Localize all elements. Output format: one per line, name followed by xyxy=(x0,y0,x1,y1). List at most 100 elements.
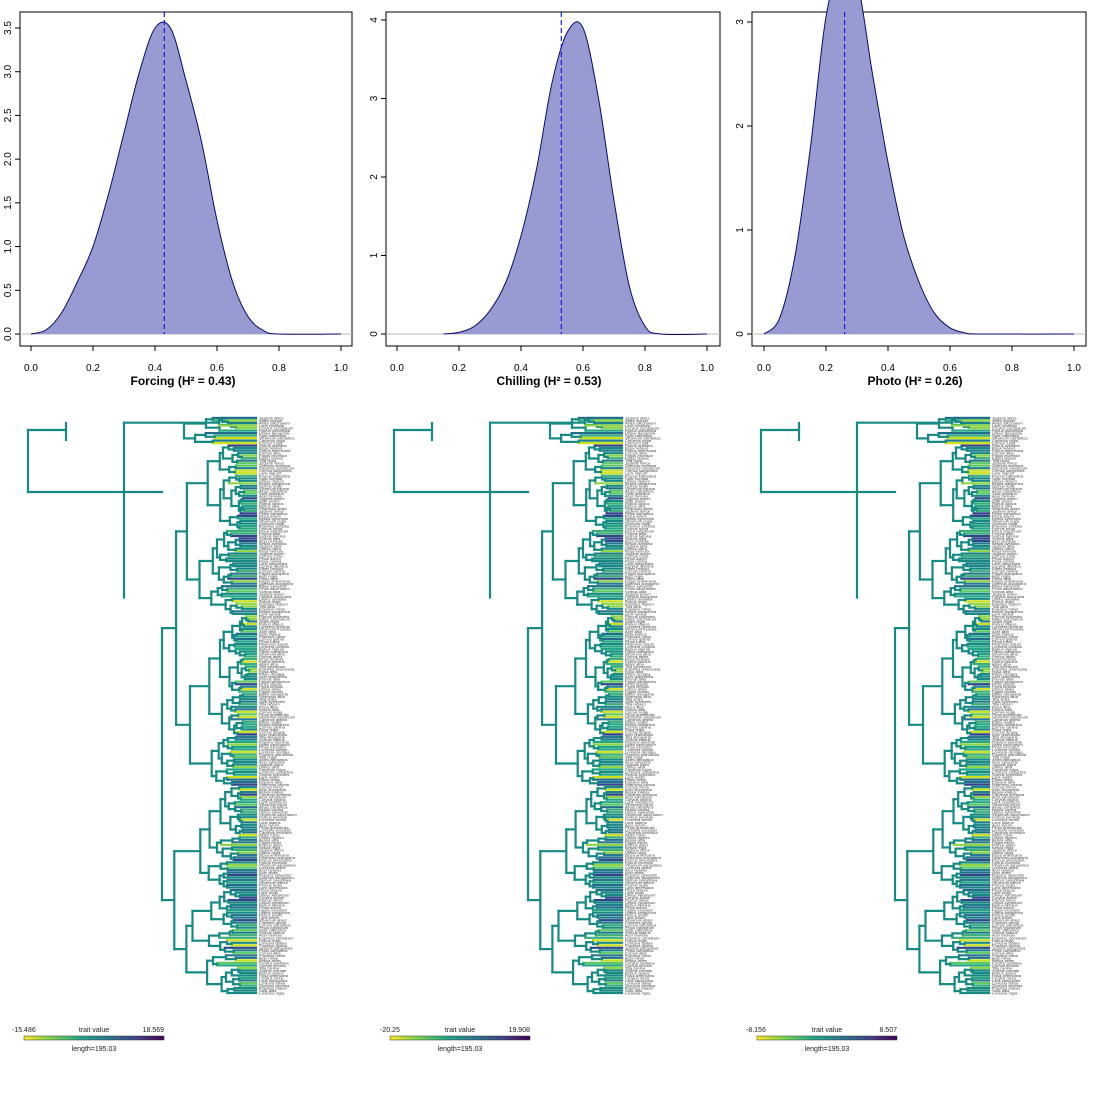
tip-label: Tilia aucuparia xyxy=(625,734,652,739)
tip-label: Pinus rubra xyxy=(992,639,1013,644)
tip-label: Rubus alba xyxy=(992,707,1013,712)
tip-label: Ribes betulus xyxy=(259,566,283,571)
tip-label: Sorbus idaeus xyxy=(625,737,651,742)
tip-label: Fraxinus avium xyxy=(259,920,287,925)
tip-label: Fraxinus xylosteum xyxy=(992,935,1027,940)
density-panel-photo: 0.0 0.2 0.4 0.6 0.8 1.0 0 1 2 3 xyxy=(735,0,1087,374)
tip-label: Salix avium xyxy=(259,498,280,503)
x-tick-label: 0.4 xyxy=(881,363,895,374)
tip-label: Lonicera cordata xyxy=(992,644,1023,649)
tip-label: Lonicera avium xyxy=(992,817,1020,822)
tip-label: Ribes alba xyxy=(625,576,645,581)
tip-label: Acer minor xyxy=(259,955,279,960)
tip-label: Corylus opulus xyxy=(259,797,285,802)
tip-label: Ulmus sanguinea xyxy=(992,910,1024,915)
tip-label: Salix cathartica xyxy=(259,928,287,933)
x-tick-label: 1.0 xyxy=(334,363,348,374)
tip-label: Ribes sylvestris xyxy=(259,584,287,589)
tip-label: Lonicera pendula xyxy=(992,624,1023,629)
tip-label: Sorbus alba xyxy=(992,536,1014,541)
tip-label: Salix sylvestris xyxy=(259,699,285,704)
tip-label: Ulmus xylosteum xyxy=(992,900,1023,905)
tip-label: Prunus rubra xyxy=(625,526,649,531)
tip-label: Prunus americana xyxy=(259,857,292,862)
tip-label: Prunus minor xyxy=(625,898,649,903)
tip-label: Betula regia xyxy=(992,845,1014,850)
tip-label: Rubus idaeus xyxy=(992,621,1016,626)
tip-label: Fagus excelsior xyxy=(992,453,1021,458)
tip-label: Populus grandifolia xyxy=(992,752,1027,757)
y-tick-label: 2.5 xyxy=(3,108,14,122)
tip-label: Fagus idaeus xyxy=(992,456,1016,461)
legend-min: -20.25 xyxy=(380,1027,400,1034)
tip-label: Viburnum cathartica xyxy=(625,436,661,441)
tip-label: Alnus cathartica xyxy=(259,488,288,493)
tip-label: Abies regia xyxy=(992,619,1013,624)
y-tick-label: 1.0 xyxy=(3,239,14,253)
tip-label: Pinus tremula xyxy=(992,657,1017,662)
tip-label: Sorbus idaeus xyxy=(992,930,1018,935)
tip-label: Prunus regia xyxy=(992,883,1015,888)
legend-title: trait value xyxy=(79,1027,109,1034)
tip-label: Rosa regia xyxy=(259,727,279,732)
tip-label: Cornus glabra xyxy=(625,637,651,642)
tip-label: Cornus canina xyxy=(625,724,652,729)
tip-label: Acer regia xyxy=(992,574,1011,579)
tip-label: Viburnum saccharum xyxy=(259,812,297,817)
tip-label: Juglans abies xyxy=(625,416,649,421)
tip-label: Viburnum sanguinea xyxy=(625,862,662,867)
tip-label: Cornus cathartica xyxy=(625,923,657,928)
tip-label: Alnus cathartica xyxy=(992,805,1021,810)
x-tick-label: 0.4 xyxy=(514,363,528,374)
tip-label: Tilia nigrum xyxy=(992,702,1013,707)
tip-label: Salix idaeus xyxy=(625,631,647,636)
tip-label: Rubus nigrum xyxy=(992,647,1018,652)
tip-label: Ribes cathartica xyxy=(625,649,654,654)
tip-label: Ulmus alba xyxy=(625,765,646,770)
tip-label: Sorbus alba xyxy=(259,589,281,594)
tip-label: Fagus sanguinea xyxy=(259,679,290,684)
tip-label: Viburnum avium xyxy=(625,880,654,885)
tip-label: Viburnum regia xyxy=(625,518,653,523)
tip-label: Salix alba xyxy=(259,988,277,993)
tip-label: Ribes aucuparia xyxy=(259,692,289,697)
tip-label: Populus pendula xyxy=(625,739,656,744)
tip-label: Viburnum avium xyxy=(992,880,1021,885)
tip-label: Acer betulus xyxy=(625,868,647,873)
tip-label: Lonicera canina xyxy=(259,747,288,752)
tip-label: Juglans minor xyxy=(992,461,1018,466)
tip-label: Salix avellana xyxy=(625,491,650,496)
tip-label: Acer alba xyxy=(625,629,643,634)
tip-label: Ulmus alba xyxy=(259,765,280,770)
tip-label: Pinus xylosteum xyxy=(625,925,655,930)
tip-label: Picea betulus xyxy=(625,684,649,689)
tip-label: Fraxinus americana xyxy=(259,667,295,672)
tip-label: Juglans minor xyxy=(259,508,285,513)
tip-label: Acer pendula xyxy=(992,539,1016,544)
tip-label: Ribes alba xyxy=(259,576,279,581)
tip-label: Ribes decidua xyxy=(625,672,651,677)
tip-label: Ribes betulus xyxy=(625,566,649,571)
tip-label: Fraxinus minor xyxy=(259,634,286,639)
tip-label: Prunus abies xyxy=(992,654,1015,659)
tip-label: Acer aucuparia xyxy=(992,787,1020,792)
tip-label: Cornus sanguinea xyxy=(259,468,292,473)
tip-label: Tilia aucuparia xyxy=(259,734,286,739)
color-legend-photo: -8.156 trait value 8.507 length=195.03 xyxy=(746,1027,898,1053)
tip-label: Juglans avium xyxy=(625,496,651,501)
tip-label: Rubus opulus xyxy=(625,970,649,975)
x-tick-label: 0.2 xyxy=(86,363,100,374)
tip-label: Ribes aucuparia xyxy=(992,692,1022,697)
tip-label: Larix avium xyxy=(259,915,280,920)
tip-label: Rubus alba xyxy=(259,503,280,508)
tip-label: Viburnum tremula xyxy=(259,626,291,631)
tip-label: Juglans minor xyxy=(259,461,285,466)
tip-label: Fraxinus xylosteum xyxy=(625,935,660,940)
tip-label: Betula regia xyxy=(625,845,647,850)
tip-label: Quercus sanguinea xyxy=(992,875,1027,880)
tip-label: Viburnum minor xyxy=(992,802,1021,807)
density-panel-forcing: 0.0 0.2 0.4 0.6 0.8 1.0 0.0 0.5 1.0 1.5 2.0 2.5 3.0 3… xyxy=(3,11,353,374)
tip-label: Fraxinus avium xyxy=(625,920,653,925)
tip-label: Juglans avium xyxy=(992,551,1018,556)
tip-label: Pinus avium xyxy=(625,556,647,561)
